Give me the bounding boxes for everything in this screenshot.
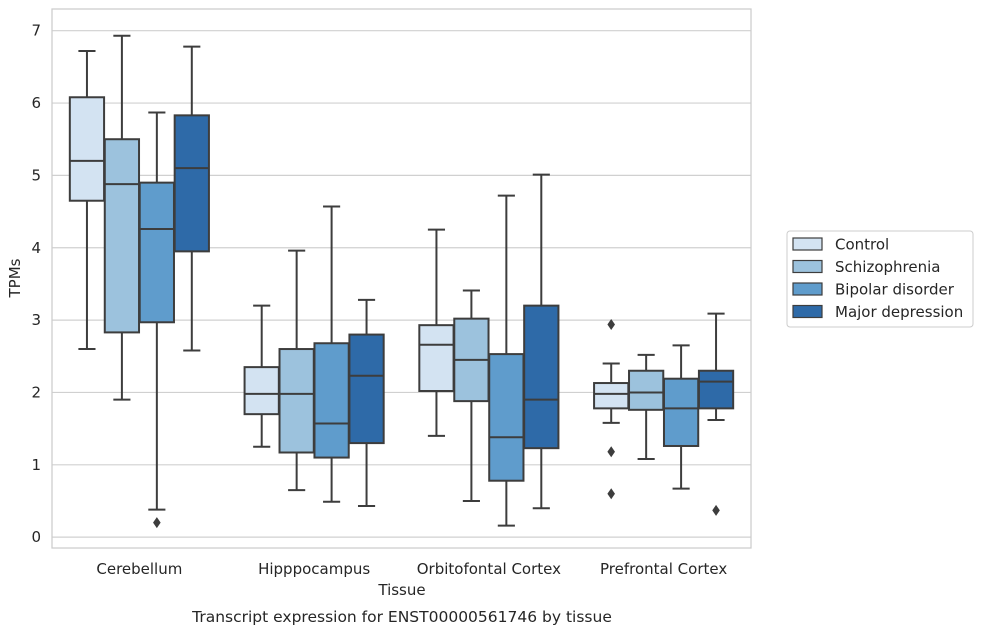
x-tick-labels: Cerebellum Hipppocampus Orbitofontal Corte…: [96, 560, 727, 578]
y-tick-label: 7: [31, 22, 41, 40]
box-group: [68, 49, 106, 351]
y-tick-label: 6: [31, 94, 41, 112]
y-tick-label: 3: [31, 311, 41, 329]
box-iqr: [662, 377, 700, 447]
box-group: [523, 173, 560, 510]
box-group: [103, 34, 141, 401]
legend-label: Schizophrenia: [835, 258, 940, 276]
box-iqr: [348, 333, 385, 445]
legend-label: Major depression: [835, 303, 963, 321]
box-iqr: [418, 324, 455, 393]
chart-caption: Transcript expression for ENST0000056174…: [191, 608, 612, 626]
box-iqr: [488, 353, 525, 482]
box-group: [697, 312, 735, 516]
box-group: [418, 228, 455, 437]
y-tick-labels: 0 1 2 3 4 5 6 7: [31, 22, 41, 546]
y-axis-label: TPMs: [6, 258, 24, 298]
box-group: [662, 344, 700, 490]
box-iqr: [523, 304, 560, 450]
y-tick-label: 5: [31, 166, 41, 184]
plot-frame: [51, 8, 752, 549]
x-tick-label: Cerebellum: [96, 560, 182, 578]
y-tick-label: 1: [31, 456, 41, 474]
outlier-point: [153, 517, 161, 529]
y-tick-label: 4: [31, 239, 41, 257]
x-tick-label: Orbitofontal Cortex: [417, 560, 561, 578]
legend-label: Bipolar disorder: [835, 281, 955, 299]
legend: Control Schizophrenia Bipolar disorder Majo…: [786, 230, 974, 328]
box-iqr: [313, 342, 350, 459]
box-iqr: [173, 114, 210, 253]
box-group: [593, 318, 630, 500]
y-tick-label: 0: [31, 528, 41, 546]
box-iqr: [628, 369, 665, 411]
box-iqr: [593, 382, 630, 410]
y-tick-label: 2: [31, 383, 41, 401]
legend-label: Control: [835, 236, 889, 254]
x-tick-label: Prefrontal Cortex: [600, 560, 727, 578]
boxplot-marks: [68, 34, 735, 529]
legend-swatch: [792, 237, 823, 251]
outlier-point: [607, 488, 615, 500]
box-group: [488, 194, 525, 527]
box-iqr: [103, 138, 141, 334]
box-iqr: [243, 366, 280, 416]
box-group: [453, 289, 490, 502]
box-iqr: [68, 96, 106, 202]
x-axis-label: Tissue: [377, 581, 425, 599]
legend-swatch: [792, 304, 823, 319]
box-group: [243, 304, 280, 448]
outlier-point: [607, 446, 615, 458]
outlier-point: [607, 318, 615, 330]
box-iqr: [697, 369, 735, 410]
box-group: [348, 298, 385, 508]
outlier-point: [712, 504, 720, 516]
box-iqr: [278, 348, 315, 454]
legend-frame: [786, 230, 974, 328]
x-tick-label: Hipppocampus: [258, 560, 370, 578]
legend-swatch: [792, 282, 823, 296]
legend-swatch: [792, 259, 823, 274]
box-group: [173, 45, 210, 352]
box-iqr: [138, 181, 175, 324]
box-group: [138, 111, 175, 529]
